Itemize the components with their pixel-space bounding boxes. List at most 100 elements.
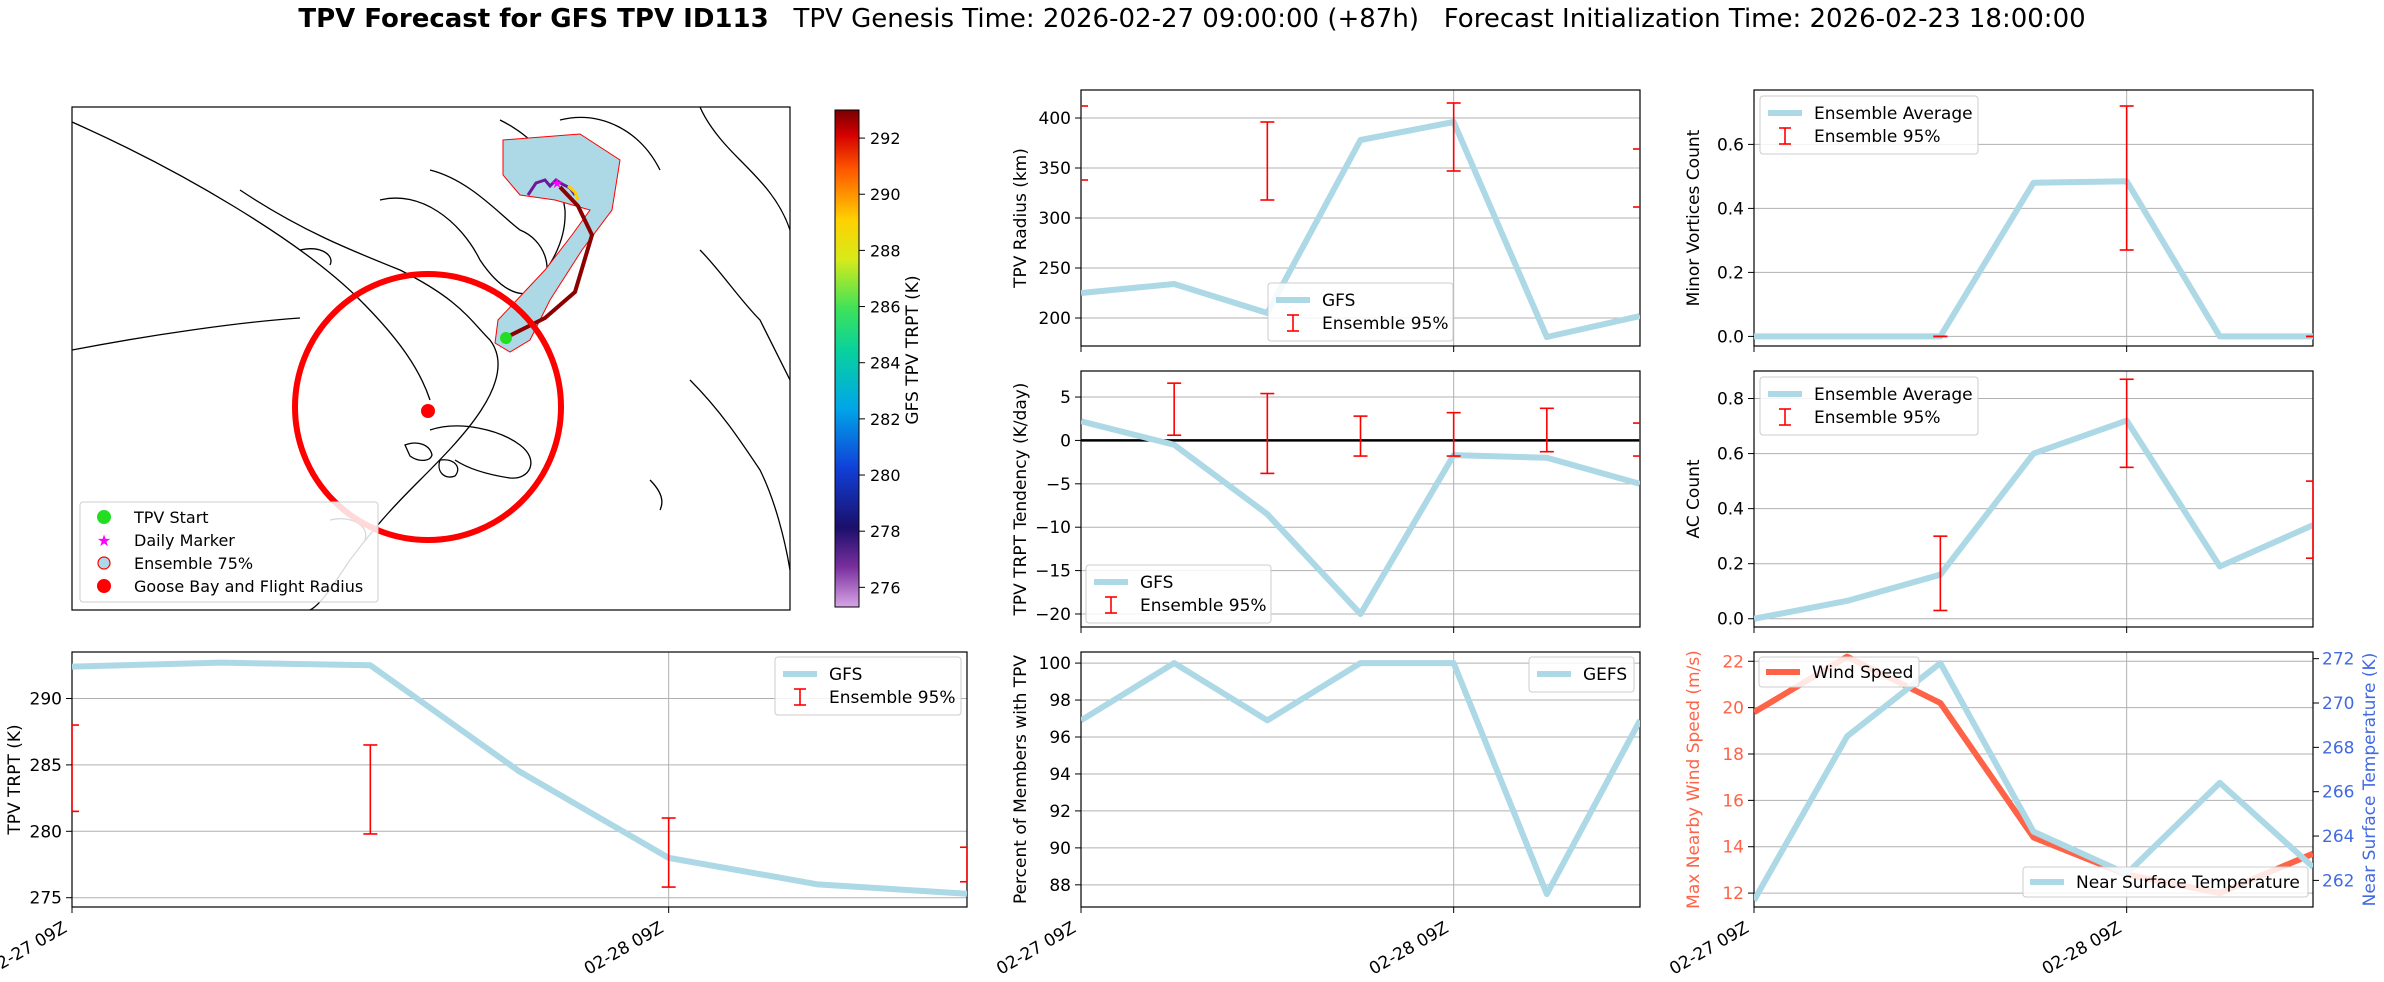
map-island-2 — [438, 459, 459, 478]
colorbar-tick-label: 284 — [870, 354, 901, 373]
legend-members: GEFS — [1528, 656, 1635, 693]
y-tick-label: 285 — [30, 756, 62, 776]
figure-title: TPV Forecast for GFS TPV ID113 TPV Genes… — [0, 4, 2384, 34]
plot-area — [1081, 102, 1640, 340]
plot-area — [1081, 382, 1640, 617]
plot-area — [1754, 653, 2313, 902]
y-axis-label: Max Nearby Wind Speed (m/s) — [1684, 650, 1704, 909]
title-genesis: TPV Genesis Time: 2026-02-27 09:00:00 (+… — [793, 4, 1419, 34]
legend-label: GFS — [829, 665, 862, 685]
y-tick-label: 16 — [1722, 791, 1744, 811]
y-tick-label: 0.2 — [1717, 263, 1744, 283]
map-coastline-iberia — [689, 379, 790, 571]
map-border-line — [72, 121, 431, 401]
legend-label: Wind Speed — [1812, 663, 1913, 683]
x-tick-label: 02-28 09Z — [2039, 918, 2125, 979]
ensemble-75-envelope — [494, 133, 621, 353]
axes-frame — [1080, 370, 1641, 628]
title-init: Forecast Initialization Time: 2026-02-23… — [1443, 4, 2086, 34]
y-axis-label: Minor Vortices Count — [1684, 129, 1704, 306]
map-panel: ★ TPV Start ★ Daily Marker Ensemble 75% … — [71, 106, 923, 611]
y-tick-label: 0.0 — [1717, 327, 1744, 347]
plot-area — [1081, 660, 1640, 898]
y2-tick-label: 270 — [2322, 694, 2354, 714]
y-tick-label: 300 — [1039, 209, 1071, 229]
legend-label: GFS — [1140, 573, 1173, 593]
y-tick-label: 0.6 — [1717, 445, 1744, 465]
y-tick-label: 20 — [1722, 699, 1744, 719]
legend-tpv-start: TPV Start — [133, 508, 209, 527]
legend-box — [1528, 656, 1635, 693]
legend-label: Near Surface Temperature — [2076, 873, 2300, 893]
y-tick-label: 12 — [1722, 884, 1744, 904]
legend-box — [1085, 564, 1272, 624]
y-tick-label: 0.4 — [1717, 199, 1744, 219]
y2-tick-label: 272 — [2322, 650, 2354, 670]
legend-box — [1759, 376, 1979, 436]
tpv-track — [504, 185, 595, 340]
legend-label: GFS — [1322, 291, 1355, 311]
y-tick-label: 250 — [1039, 259, 1071, 279]
y-tick-label: −10 — [1035, 518, 1071, 538]
tpv-track-color-segment — [567, 184, 580, 201]
series-line-near-surface-temperature — [1754, 660, 2313, 902]
panel-wind: 12 14 16 18 20 22 02-27 09Z 02-28 09Z Max Nearby… — [1666, 650, 2380, 980]
panel-tendency: −20 −15 −10 −5 0 5 TPV TRPT Tendency (K/day) GF… — [1011, 370, 1641, 633]
legend-tpv-start-icon — [97, 510, 111, 524]
title-bold: TPV Forecast for GFS TPV ID113 — [298, 4, 769, 34]
colorbar — [834, 109, 860, 608]
colorbar-tick-label: 276 — [870, 578, 901, 597]
y-axis-label: TPV TRPT (K) — [5, 724, 25, 835]
axes-frame — [1080, 89, 1641, 347]
map-island — [404, 442, 433, 462]
colorbar-tick-label: 292 — [870, 129, 901, 148]
y-tick-label: 0.4 — [1717, 500, 1744, 520]
colorbar-tick-label: 278 — [870, 522, 901, 541]
legend-radius: GFS Ensemble 95% — [1267, 282, 1454, 342]
y-tick-label: 14 — [1722, 838, 1744, 858]
legend-tendency: GFS Ensemble 95% — [1085, 564, 1272, 624]
y-tick-label: 0.0 — [1717, 610, 1744, 630]
map-coastline-labrador — [429, 425, 532, 479]
plot-area — [72, 659, 967, 897]
y-axis-label: Percent of Members with TPV — [1011, 655, 1031, 904]
axes-frame — [1753, 651, 2314, 908]
x-tick-label: 02-28 09Z — [1366, 918, 1452, 979]
legend-label: Ensemble Average — [1814, 385, 1973, 405]
y-tick-label: −5 — [1046, 475, 1071, 495]
y-tick-label: 400 — [1039, 109, 1071, 129]
map-coastline-europe — [699, 249, 790, 381]
panel-trpt: 275 280 285 290 02-27 09Z 02-28 09Z TPV TRPT (… — [0, 651, 968, 979]
map-coastline-iceland — [649, 479, 663, 511]
panel-radius: 200 250 300 350 400 TPV Radius (km) GFS Ensembl… — [1011, 89, 1641, 352]
legend-label: GEFS — [1583, 665, 1627, 685]
x-tick-label: 02-27 09Z — [993, 918, 1079, 979]
map-island-3 — [299, 248, 332, 266]
y-tick-label: 94 — [1049, 765, 1071, 785]
y-tick-label: 0.8 — [1717, 390, 1744, 410]
plot-area — [1754, 378, 2313, 622]
axes-frame — [1080, 651, 1641, 908]
colorbar-tick-label: 286 — [870, 298, 901, 317]
legend-box — [1759, 95, 1979, 155]
legend-ensemble-icon — [97, 556, 111, 570]
colorbar-tick-label: 282 — [870, 410, 901, 429]
legend-label: Ensemble 95% — [1140, 596, 1267, 616]
colorbar-tick-label: 290 — [870, 185, 901, 204]
y-tick-label: 22 — [1722, 652, 1744, 672]
y-axis-label: TPV Radius (km) — [1011, 148, 1031, 289]
legend-label: Ensemble 95% — [1814, 408, 1941, 428]
y-tick-label: 0.6 — [1717, 135, 1744, 155]
daily-marker: ★ — [551, 176, 564, 192]
series-line-ensemble-average — [1754, 417, 2313, 622]
series-line-wind-speed — [1754, 653, 2313, 897]
y2-axis-label: Near Surface Temperature (K) — [2360, 653, 2380, 907]
x-tick-label: 02-27 09Z — [0, 918, 71, 979]
y-axis-label: AC Count — [1684, 459, 1704, 538]
y-tick-label: −15 — [1035, 562, 1071, 582]
y-tick-label: 100 — [1039, 654, 1071, 674]
y-tick-label: 88 — [1049, 876, 1071, 896]
legend-box — [1267, 282, 1454, 342]
